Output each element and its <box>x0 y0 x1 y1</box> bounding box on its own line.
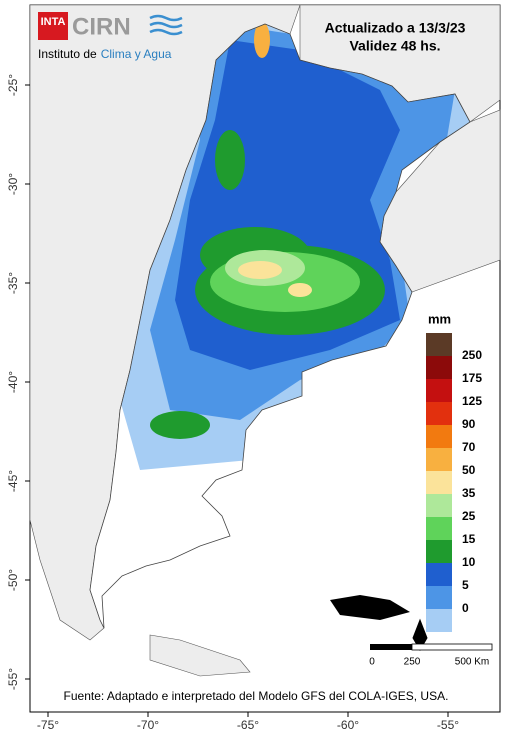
legend-swatch <box>426 356 452 379</box>
legend-swatch <box>426 540 452 563</box>
lat-tick-label: -35° <box>6 272 20 294</box>
legend-swatch <box>426 379 452 402</box>
malvinas <box>330 595 410 620</box>
north-arrow <box>412 618 428 651</box>
lat-tick-label: -55° <box>6 668 20 690</box>
legend-label: 90 <box>462 417 476 431</box>
logo-subtitle: Instituto de Clima y Agua <box>38 47 172 61</box>
scale-label: 500 Km <box>455 657 489 668</box>
logo-subtitle-plain: Instituto de <box>38 47 97 61</box>
legend-swatch <box>426 448 452 471</box>
rain-15-25 <box>150 411 210 439</box>
legend-swatch <box>426 494 452 517</box>
legend-label: 70 <box>462 440 476 454</box>
logo-waves <box>149 14 183 36</box>
scale-label: 250 <box>404 657 421 668</box>
scale-label: 0 <box>369 657 375 668</box>
logo-subtitle-colored: Clima y Agua <box>101 47 172 61</box>
lat-tick-label: -45° <box>6 470 20 492</box>
lon-tick-label: -75° <box>37 718 59 732</box>
lon-tick-label: -65° <box>237 718 259 732</box>
logo-badge-text: INTA <box>41 16 66 28</box>
lon-tick-label: -70° <box>137 718 159 732</box>
logo-name: CIRN <box>72 13 131 40</box>
country-outline <box>89 23 471 629</box>
legend-label: 35 <box>462 486 476 500</box>
legend-label: 250 <box>462 348 482 362</box>
legend-swatch <box>426 402 452 425</box>
legend-label: 175 <box>462 371 482 385</box>
rain-70-90 <box>254 24 270 58</box>
legend-title: mm <box>428 311 451 326</box>
tierra-del-fuego <box>149 634 251 677</box>
lat-tick-label: -30° <box>6 173 20 195</box>
legend-label: 50 <box>462 463 476 477</box>
rain-50-70 <box>288 283 312 297</box>
updated-text: Actualizado a 13/3/23 <box>325 20 466 36</box>
legend-label: 10 <box>462 555 476 569</box>
rain-15-25 <box>215 130 245 190</box>
legend-label: 125 <box>462 394 482 408</box>
rain-50-70 <box>238 261 282 279</box>
legend-swatch <box>426 425 452 448</box>
legend-swatch <box>426 517 452 540</box>
legend-swatch <box>426 563 452 586</box>
lat-tick-label: -50° <box>6 569 20 591</box>
lat-tick-label: -40° <box>6 371 20 393</box>
lon-tick-label: -60° <box>337 718 359 732</box>
legend-label: 15 <box>462 532 476 546</box>
scale-segment <box>411 643 493 651</box>
legend-swatch <box>426 471 452 494</box>
legend-swatch <box>426 609 452 632</box>
legend-label: 0 <box>462 601 469 615</box>
legend-swatch <box>426 586 452 609</box>
logo-badge <box>38 12 68 40</box>
lon-tick-label: -55° <box>437 718 459 732</box>
legend-swatch <box>426 333 452 356</box>
validity-text: Validez 48 hs. <box>349 38 440 54</box>
legend-label: 25 <box>462 509 476 523</box>
scale-segment <box>370 644 412 650</box>
lat-tick-label: -25° <box>6 74 20 96</box>
footer-source: Fuente: Adaptado e interpretado del Mode… <box>64 689 449 703</box>
legend-label: 5 <box>462 578 469 592</box>
axes: -25° -30° -35° -40° -45° -50° -55° -75° -70° -65°… <box>6 74 459 732</box>
